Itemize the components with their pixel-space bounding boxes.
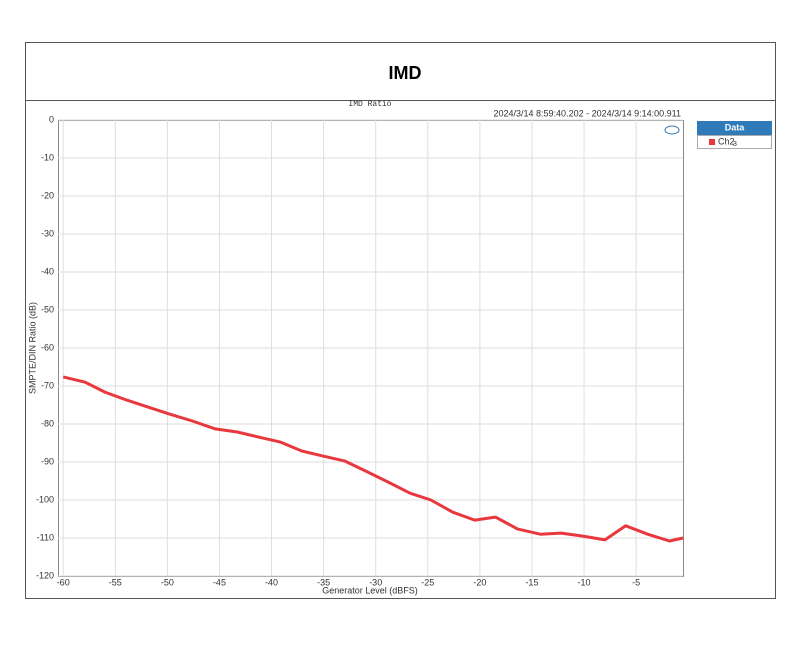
- y-tick-label: -110: [37, 532, 54, 542]
- y-tick-label: -60: [41, 342, 54, 352]
- legend-box: [697, 135, 772, 149]
- y-tick-label: -50: [41, 304, 54, 314]
- legend-header: [697, 121, 772, 135]
- y-tick-label: -40: [41, 266, 54, 276]
- y-tick-label: -30: [41, 228, 54, 238]
- legend-title: Data: [725, 122, 746, 132]
- x-tick-label: -15: [525, 577, 538, 587]
- chart-subtitle: IMD Ratio: [348, 100, 391, 109]
- y-tick-label: -100: [36, 494, 54, 504]
- y-tick-label: -10: [41, 152, 54, 162]
- y-tick-label: -80: [41, 418, 54, 428]
- legend-index: 3: [733, 141, 737, 148]
- x-tick-label: -55: [109, 577, 122, 587]
- legend-label: Ch2: [718, 136, 735, 146]
- y-tick-label: 0: [49, 114, 54, 124]
- frame: [25, 42, 776, 599]
- chart-title: IMD: [389, 63, 422, 83]
- y-tick-label: -90: [41, 456, 54, 466]
- y-tick-label: -70: [41, 380, 54, 390]
- y-axis-label: SMPTE/DIN Ratio (dB): [27, 302, 37, 394]
- y-tick-label: -20: [41, 190, 54, 200]
- x-tick-label: -20: [473, 577, 486, 587]
- x-tick-label: -25: [421, 577, 434, 587]
- x-tick-label: -60: [57, 577, 70, 587]
- y-tick-label: -120: [36, 570, 54, 580]
- time-range: 2024/3/14 8:59:40.202 - 2024/3/14 9:14:0…: [494, 108, 682, 118]
- x-tick-label: -50: [161, 577, 174, 587]
- x-tick-label: -10: [578, 577, 591, 587]
- x-tick-label: -35: [317, 577, 330, 587]
- x-tick-label: -5: [632, 577, 640, 587]
- x-tick-label: -45: [213, 577, 226, 587]
- x-tick-label: -40: [265, 577, 278, 587]
- legend-swatch: [709, 139, 715, 145]
- logo: [664, 125, 680, 135]
- data-line: [62, 375, 684, 543]
- x-axis-label: Generator Level (dBFS): [322, 585, 418, 595]
- x-tick-label: -30: [369, 577, 382, 587]
